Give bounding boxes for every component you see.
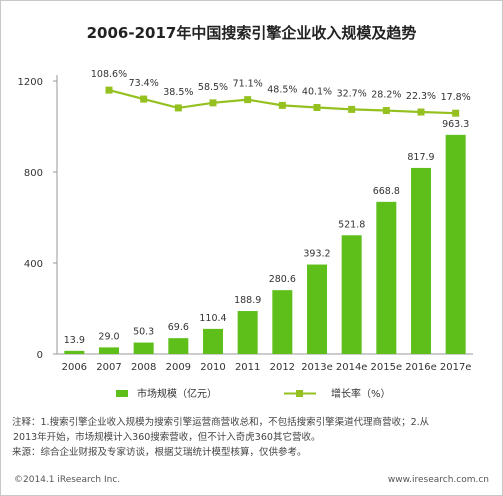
bar-value-label: 110.4: [199, 313, 226, 324]
bar-line-chart: 0 400 800 1200 13.9 2006 29.0 2007 50.3 2008 69.6…: [18, 69, 473, 400]
x-tick-label: 2014e: [336, 362, 368, 373]
bar-value-label: 280.6: [269, 274, 296, 285]
growth-point: [244, 96, 252, 104]
growth-point: [140, 95, 148, 103]
bar: [99, 347, 119, 354]
chart-title: 2006-2017年中国搜索引擎企业收入规模及趋势: [86, 24, 417, 42]
axes: 0 400 800 1200: [18, 75, 473, 361]
bar: [341, 235, 362, 354]
bar: [203, 328, 223, 354]
bars: 13.9 2006 29.0 2007 50.3 2008 69.6 2009 110.4 201…: [62, 119, 472, 373]
growth-label: 71.1%: [233, 79, 263, 90]
growth-point: [209, 99, 217, 107]
growth-label: 73.4%: [129, 78, 159, 89]
y-tick-label: 800: [24, 168, 43, 179]
growth-point: [452, 109, 460, 117]
growth-point: [382, 107, 390, 115]
bar-value-label: 668.8: [373, 186, 400, 197]
x-tick-label: 2010: [200, 362, 225, 373]
growth-line: 108.6%73.4% 38.5% 58.5% 71.1% 48.5% 40.1% 32.7…: [91, 69, 471, 117]
growth-point: [417, 108, 425, 116]
note-line-1: 注释：1.搜索引擎企业收入规模为搜索引擎运营商营收总和，不包括搜索引擎渠道代理商…: [12, 417, 430, 428]
bar: [272, 290, 293, 354]
growth-label: 17.8%: [441, 92, 471, 103]
legend-bar-label: 市场规模（亿元）: [137, 387, 217, 400]
growth-label: 32.7%: [337, 88, 367, 99]
legend: 市场规模（亿元） 增长率（%）: [116, 387, 391, 400]
x-tick-label: 2015e: [371, 362, 403, 373]
bar: [168, 338, 189, 354]
bar-value-label: 50.3: [133, 327, 154, 338]
bar-value-label: 521.8: [338, 219, 365, 230]
bar: [64, 350, 85, 354]
y-tick-label: 1200: [18, 77, 43, 88]
bar-value-label: 393.2: [303, 249, 330, 260]
bar: [411, 167, 431, 354]
bar-value-label: 188.9: [234, 295, 261, 306]
bar: [307, 264, 327, 354]
x-tick-label: 2011: [235, 362, 260, 373]
growth-label: 48.5%: [267, 84, 297, 95]
note-line-2: 2013年开始，市场规模计入360搜索营收，但不计入奇虎360其它营收。: [13, 432, 321, 443]
growth-point: [278, 101, 286, 109]
x-tick-label: 2016e: [405, 362, 437, 373]
bar-value-label: 29.0: [98, 331, 119, 342]
legend-line-label: 增长率（%）: [331, 387, 391, 400]
y-tick-label: 0: [37, 350, 43, 361]
growth-label: 28.2%: [371, 90, 401, 101]
legend-bar-swatch: [116, 390, 128, 397]
bar: [376, 201, 397, 354]
growth-label: 108.6%: [91, 69, 127, 80]
copyright: ©2014.1 iResearch Inc.: [14, 475, 121, 485]
bar: [237, 311, 258, 354]
notes: 注释：1.搜索引擎企业收入规模为搜索引擎运营商营收总和，不包括搜索引擎渠道代理商…: [12, 415, 492, 460]
note-source: 来源：综合企业财报及专家访谈，根据艾瑞统计模型核算，仅供参考。: [12, 447, 307, 458]
legend-line-marker: [296, 390, 303, 397]
x-tick-label: 2013e: [301, 362, 333, 373]
bar-value-label: 817.9: [407, 152, 434, 163]
growth-label: 22.3%: [406, 91, 436, 102]
bar-value-label: 69.6: [168, 322, 189, 333]
growth-point: [348, 105, 356, 113]
x-tick-label: 2009: [166, 362, 191, 373]
bar: [133, 342, 154, 354]
x-tick-label: 2007: [96, 362, 121, 373]
growth-label: 38.5%: [163, 87, 193, 98]
growth-label: 40.1%: [302, 87, 332, 98]
bar-value-label: 13.9: [64, 335, 85, 346]
growth-label: 58.5%: [198, 82, 228, 93]
x-tick-label: 2012: [270, 362, 295, 373]
y-tick-label: 400: [24, 259, 43, 270]
growth-point: [313, 104, 321, 112]
growth-point: [105, 86, 113, 94]
website: www.iresearch.com.cn: [387, 475, 489, 485]
x-tick-label: 2006: [62, 362, 87, 373]
bar: [445, 134, 466, 354]
growth-point: [174, 104, 182, 112]
x-tick-label: 2008: [131, 362, 156, 373]
bar-value-label: 963.3: [442, 119, 469, 130]
x-tick-label: 2017e: [440, 362, 472, 373]
